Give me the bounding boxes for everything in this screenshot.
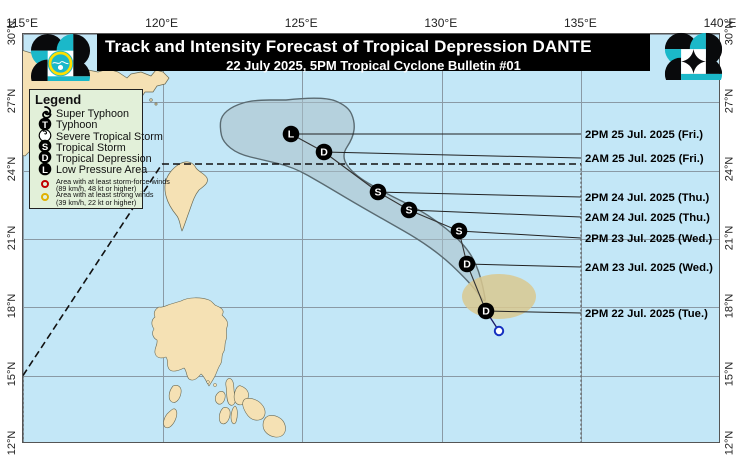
svg-text:L: L	[42, 165, 48, 176]
